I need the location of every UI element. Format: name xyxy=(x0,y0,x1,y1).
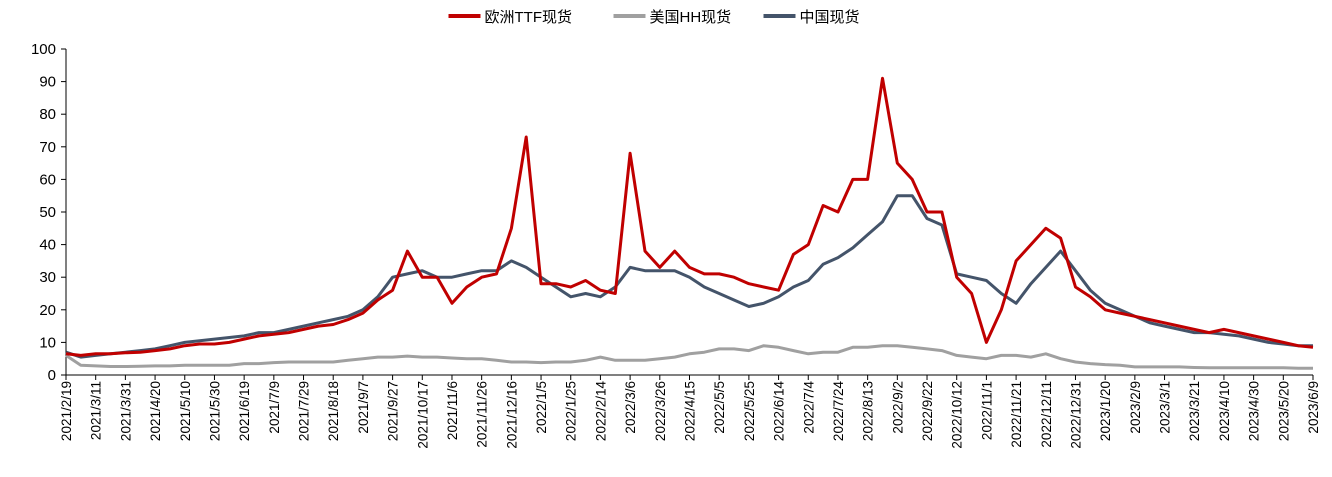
x-tick-label: 2021/6/19 xyxy=(237,381,252,441)
x-tick-label: 2021/8/18 xyxy=(326,381,341,441)
x-tick-label: 2022/5/25 xyxy=(742,381,757,441)
x-tick-label: 2021/10/17 xyxy=(415,381,430,449)
x-tick-label: 2022/3/6 xyxy=(623,381,638,434)
series-line xyxy=(65,344,1313,370)
x-tick-label: 2021/4/20 xyxy=(148,381,163,441)
x-tick-label: 2023/1/20 xyxy=(1098,381,1113,441)
x-tick-label: 2022/5/5 xyxy=(712,381,727,434)
x-tick-label: 2022/8/13 xyxy=(861,381,876,441)
x-tick-label: 2022/6/14 xyxy=(772,381,787,442)
legend-label: 美国HH现货 xyxy=(650,9,732,26)
legend-label: 欧洲TTF现货 xyxy=(485,9,573,26)
x-tick-label: 2021/5/10 xyxy=(178,381,193,441)
x-tick-label: 2021/12/16 xyxy=(504,381,519,449)
series-line xyxy=(65,76,1314,357)
x-tick-label: 2022/10/12 xyxy=(950,381,965,449)
x-tick-label: 2022/9/22 xyxy=(920,381,935,441)
x-tick-label: 2021/3/11 xyxy=(89,381,104,440)
x-tick-label: 2022/9/2 xyxy=(890,381,905,434)
y-tick-label: 90 xyxy=(39,74,56,91)
x-tick-label: 2023/2/9 xyxy=(1128,381,1143,434)
y-tick-label: 60 xyxy=(39,171,56,188)
legend-label: 中国现货 xyxy=(800,9,860,26)
x-tick-label: 2022/12/11 xyxy=(1039,381,1054,448)
y-tick-label: 50 xyxy=(39,204,56,221)
y-tick-label: 0 xyxy=(48,367,56,384)
x-tick-label: 2022/4/15 xyxy=(683,381,698,441)
x-tick-label: 2021/11/26 xyxy=(475,381,490,448)
x-tick-label: 2023/3/1 xyxy=(1158,381,1173,434)
x-tick-label: 2021/5/30 xyxy=(207,381,222,441)
x-tick-label: 2022/12/31 xyxy=(1068,381,1083,449)
x-tick-label: 2022/1/5 xyxy=(534,381,549,434)
x-tick-label: 2022/3/26 xyxy=(653,381,668,441)
x-tick-label: 2021/11/6 xyxy=(445,381,460,440)
x-tick-label: 2022/11/1 xyxy=(979,381,994,440)
y-tick-label: 30 xyxy=(39,269,56,286)
y-tick-label: 100 xyxy=(31,41,56,58)
y-tick-label: 10 xyxy=(39,334,56,351)
x-tick-label: 2022/7/24 xyxy=(831,381,846,442)
y-tick-label: 20 xyxy=(39,302,56,319)
x-tick-label: 2023/3/21 xyxy=(1187,381,1202,441)
y-tick-label: 40 xyxy=(39,237,56,254)
x-tick-label: 2023/5/20 xyxy=(1276,381,1291,441)
y-tick-label: 80 xyxy=(39,106,56,123)
x-tick-label: 2023/4/10 xyxy=(1217,381,1232,441)
x-tick-label: 2022/7/4 xyxy=(801,381,816,434)
x-tick-label: 2023/6/9 xyxy=(1306,381,1321,434)
x-tick-label: 2021/3/31 xyxy=(118,381,133,441)
x-tick-label: 2021/2/19 xyxy=(59,381,74,441)
x-tick-label: 2022/11/21 xyxy=(1009,381,1024,448)
x-tick-label: 2021/9/7 xyxy=(356,381,371,434)
series-line xyxy=(65,194,1313,359)
x-tick-label: 2022/1/25 xyxy=(564,381,579,441)
x-tick-label: 2021/7/9 xyxy=(267,381,282,434)
x-tick-label: 2022/2/14 xyxy=(593,381,608,442)
x-tick-label: 2023/4/30 xyxy=(1247,381,1262,441)
x-tick-label: 2021/9/27 xyxy=(386,381,401,441)
x-tick-label: 2021/7/29 xyxy=(297,381,312,441)
y-tick-label: 70 xyxy=(39,139,56,156)
